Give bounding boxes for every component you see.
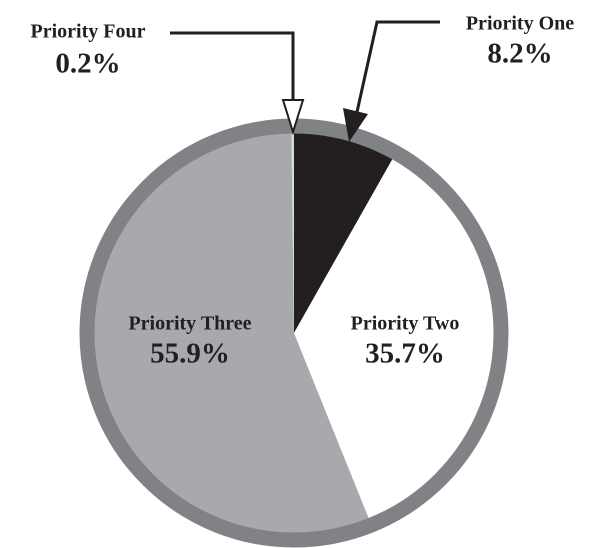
pie <box>91 131 496 536</box>
slice-label: Priority One <box>466 13 574 35</box>
arrowhead <box>343 108 368 142</box>
slice-label: Priority Three <box>128 313 251 335</box>
callout-line <box>170 31 295 110</box>
slice-value-label: 8.2% <box>487 38 552 70</box>
pie-slice <box>291 131 294 333</box>
pie-slice <box>294 157 496 521</box>
arrowhead <box>281 99 305 136</box>
slice-value-label: 55.9% <box>150 338 230 370</box>
callout-line <box>355 20 440 113</box>
pie-slice <box>294 131 394 333</box>
slice-value-label: 35.7% <box>365 338 445 370</box>
callout-arrows <box>170 20 440 142</box>
pie-slice <box>91 131 370 536</box>
slice-label: Priority Four <box>31 21 146 43</box>
slice-value-label: 0.2% <box>55 48 120 80</box>
slice-label: Priority Two <box>351 313 460 335</box>
